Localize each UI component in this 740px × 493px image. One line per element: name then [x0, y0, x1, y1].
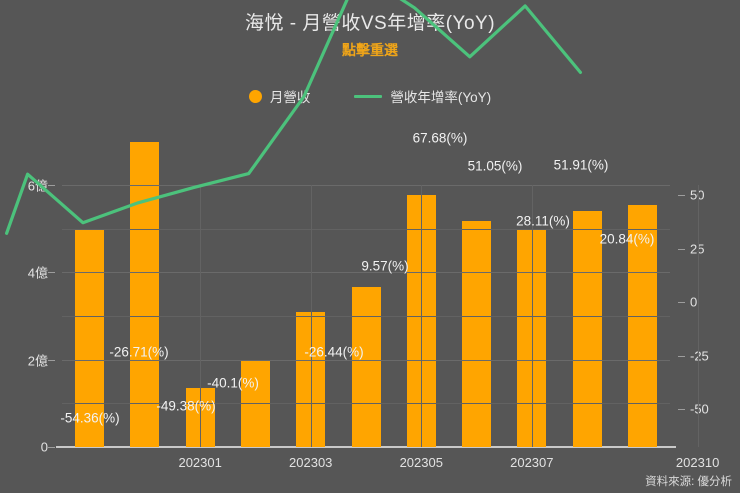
vertical-gridline — [697, 185, 699, 447]
gridline — [62, 359, 670, 361]
x-tick-label: 202305 — [399, 455, 443, 470]
bar[interactable] — [627, 204, 657, 447]
y-tick-right: 50 — [690, 188, 704, 203]
x-tick-label: 202301 — [178, 455, 222, 470]
y-tick-mark-right — [678, 248, 685, 250]
y-tick-right: -25 — [690, 348, 709, 363]
bar[interactable] — [462, 221, 492, 447]
y-tick-mark-right — [678, 355, 685, 357]
y-tick-mark-left — [48, 447, 55, 448]
vertical-gridline — [310, 185, 312, 447]
data-point-label: 51.91(%) — [553, 157, 609, 173]
data-point-label: -54.36(%) — [60, 410, 120, 426]
gridline-minor — [62, 403, 670, 405]
vertical-gridline — [200, 185, 202, 447]
y-tick-left: 0 — [40, 439, 48, 455]
x-tick-label: 202303 — [289, 455, 333, 470]
data-point-label: 9.57(%) — [361, 258, 409, 274]
x-tick-label: 202307 — [510, 455, 554, 470]
data-point-label: 28.11(%) — [516, 213, 570, 229]
plot-area — [56, 142, 699, 448]
y-tick-mark-right — [678, 195, 685, 196]
data-point-label: 20.84(%) — [599, 231, 655, 247]
y-tick-mark-left — [48, 272, 55, 274]
y-tick-left: 2億 — [27, 353, 48, 369]
vertical-gridline — [531, 185, 533, 447]
data-point-label: 67.68(%) — [412, 130, 468, 146]
y-tick-right: -50 — [690, 401, 709, 417]
gridline-minor — [62, 316, 670, 317]
bar[interactable] — [351, 287, 381, 447]
data-point-label: -26.71(%) — [109, 344, 169, 360]
y-tick-left: 4億 — [27, 265, 48, 281]
vertical-gridline — [421, 185, 423, 447]
data-point-label: -49.38(%) — [156, 398, 216, 414]
data-point-label: -26.44(%) — [304, 344, 364, 360]
data-point-label: -40.1(%) — [207, 375, 259, 391]
y-tick-mark-right — [678, 302, 685, 303]
axis-baseline — [56, 446, 676, 448]
bar[interactable] — [75, 229, 105, 447]
bar[interactable] — [572, 211, 602, 447]
source-note: 資料來源: 優分析 — [645, 476, 732, 488]
y-tick-right: 25 — [690, 241, 704, 256]
y-tick-right: 0 — [690, 294, 698, 310]
y-tick-mark-right — [678, 409, 685, 410]
y-tick-mark-left — [48, 359, 55, 361]
data-point-label: 51.05(%) — [467, 158, 523, 174]
gridline — [62, 272, 670, 274]
x-tick-label: 202310 — [675, 455, 720, 470]
